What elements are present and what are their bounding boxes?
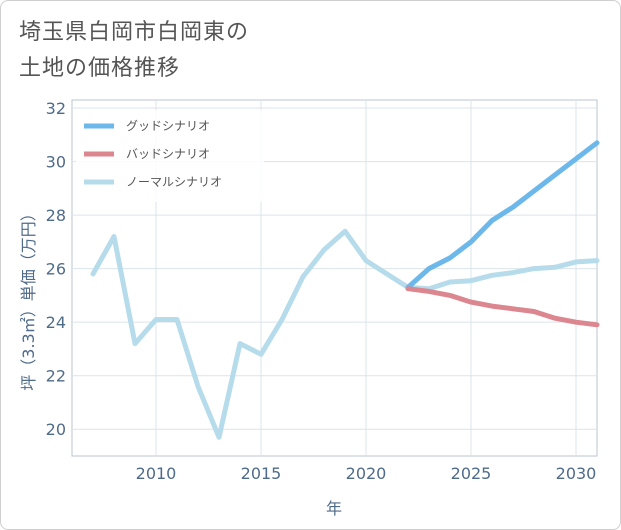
x-axis-ticks: 2010 2015 2020 2025 2030 — [136, 464, 597, 483]
y-axis-label: 坪（3.3㎡）単価（万円） — [19, 205, 38, 390]
y-tick-label: 20 — [46, 420, 66, 439]
y-tick-label: 28 — [46, 206, 66, 225]
chart-title: 埼玉県白岡市白岡東の 土地の価格推移 — [19, 15, 249, 87]
y-tick-label: 24 — [46, 313, 66, 332]
y-tick-label: 30 — [46, 153, 66, 172]
y-axis-ticks: 20 22 24 26 28 30 32 — [46, 99, 66, 439]
x-tick-label: 2030 — [556, 464, 597, 483]
x-tick-label: 2025 — [451, 464, 492, 483]
y-tick-label: 32 — [46, 99, 66, 118]
chart-title-line-2: 土地の価格推移 — [19, 56, 181, 81]
series-line-0 — [405, 140, 600, 290]
legend-label: グッドシナリオ — [126, 119, 210, 133]
y-tick-label: 26 — [46, 260, 66, 279]
y-tick-label: 22 — [46, 367, 66, 386]
legend-label: バッドシナリオ — [126, 147, 210, 161]
legend-label: ノーマルシナリオ — [126, 175, 222, 189]
x-axis-label: 年 — [326, 499, 342, 518]
series-lines — [90, 140, 600, 440]
series-line-1 — [405, 286, 600, 328]
x-tick-label: 2010 — [136, 464, 177, 483]
x-tick-label: 2020 — [346, 464, 387, 483]
series-line-2 — [90, 228, 600, 440]
x-tick-label: 2015 — [241, 464, 282, 483]
chart-title-line-1: 埼玉県白岡市白岡東の — [19, 20, 250, 45]
